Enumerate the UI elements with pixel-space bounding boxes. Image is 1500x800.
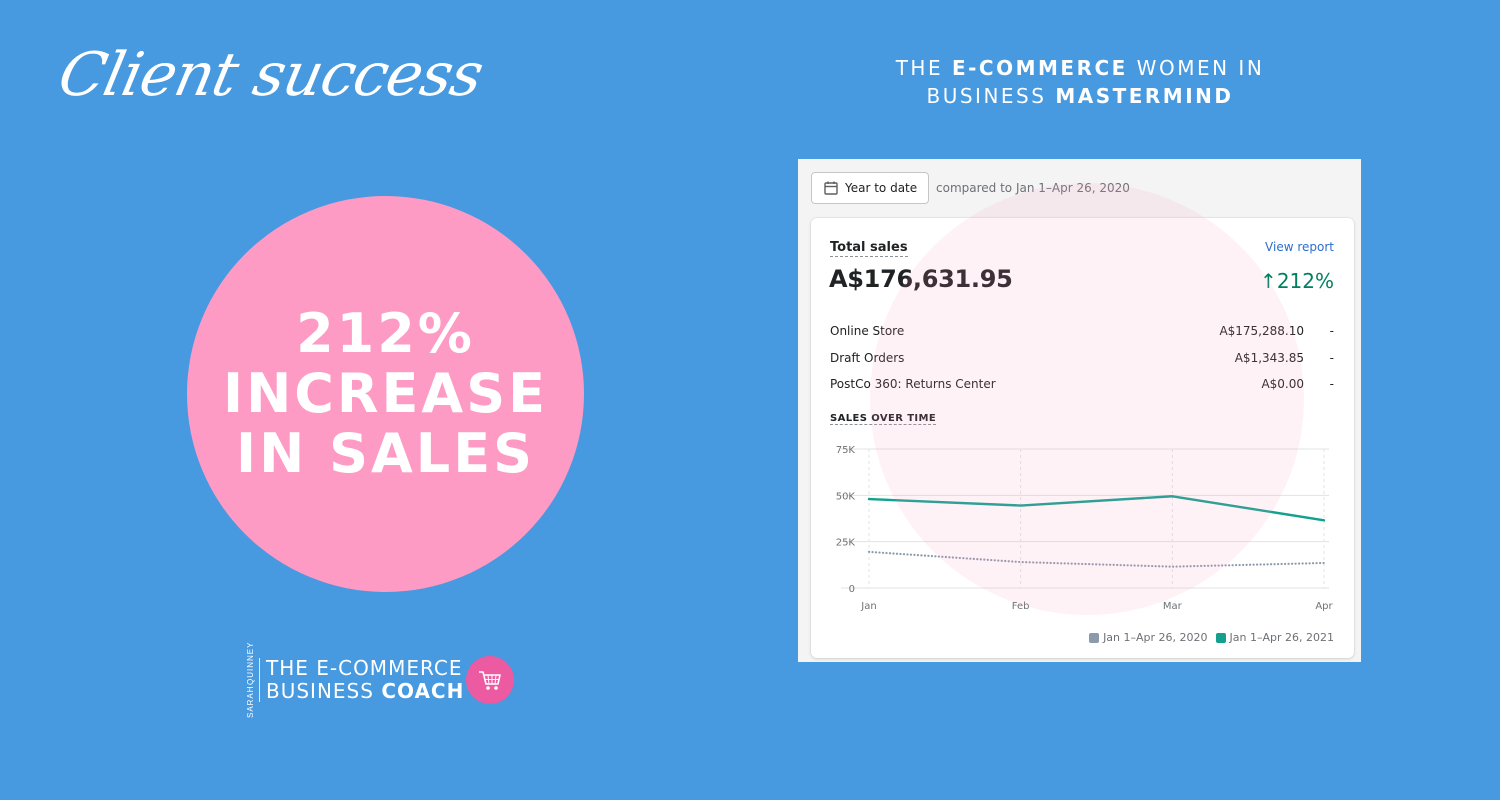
- arrow-up-icon: ↑: [1260, 269, 1277, 293]
- headline-circle: 212% INCREASE IN SALES: [187, 196, 584, 592]
- total-sales-title[interactable]: Total sales: [830, 240, 908, 257]
- sales-breakdown: Online Store A$175,288.10 - Draft Orders…: [830, 318, 1334, 398]
- brand-logo: SARAH QUINNEY THE E-COMMERCE BUSINESS CO…: [246, 642, 515, 718]
- headline-percent: 212%: [296, 302, 475, 365]
- sales-change-value: 212%: [1276, 269, 1334, 293]
- channel-trend: -: [1329, 324, 1334, 339]
- breakdown-row: Draft Orders A$1,343.85 -: [830, 345, 1334, 372]
- channel-amount: A$175,288.10: [1219, 324, 1304, 339]
- x-tick-label: Mar: [1163, 601, 1183, 612]
- breakdown-row: Online Store A$175,288.10 -: [830, 318, 1334, 345]
- mastermind-mid: WOMEN IN: [1127, 56, 1265, 80]
- sales-change: ↑212%: [1260, 269, 1334, 293]
- mastermind-bold-ecommerce: E-COMMERCE: [951, 56, 1128, 80]
- legend-item-current[interactable]: Jan 1–Apr 26, 2021: [1215, 631, 1334, 644]
- calendar-icon: [824, 181, 838, 195]
- channel-amount: A$1,343.85: [1234, 350, 1304, 365]
- brand-vertical-name: SARAH QUINNEY: [246, 642, 255, 718]
- brand-line2-pre: BUSINESS: [266, 679, 382, 703]
- legend-label-current: Jan 1–Apr 26, 2021: [1229, 631, 1334, 644]
- legend-label-previous: Jan 1–Apr 26, 2020: [1103, 631, 1208, 644]
- view-report-link[interactable]: View report: [1265, 240, 1334, 254]
- brand-vertical-first: SARAH: [246, 685, 255, 719]
- y-tick-label: 50K: [836, 491, 856, 502]
- y-tick-label: 25K: [836, 538, 856, 549]
- brand-vertical-last: QUINNEY: [246, 642, 255, 686]
- mastermind-bold-mastermind: MASTERMIND: [1055, 84, 1234, 108]
- brand-line2-bold: COACH: [381, 679, 465, 703]
- series-line-current: [867, 495, 1326, 522]
- channel-name: Online Store: [830, 324, 905, 339]
- mastermind-heading: THE E-COMMERCE WOMEN IN BUSINESS MASTERM…: [870, 54, 1290, 110]
- sales-over-time-label[interactable]: SALES OVER TIME: [830, 413, 937, 425]
- brand-divider: [259, 658, 260, 702]
- channel-trend: -: [1329, 377, 1334, 392]
- sales-report-panel: Year to date compared to Jan 1–Apr 26, 2…: [798, 159, 1361, 662]
- y-tick-label: 0: [849, 584, 855, 595]
- chart-legend: Jan 1–Apr 26, 2020 Jan 1–Apr 26, 2021: [1089, 631, 1334, 644]
- client-success-script-title: Client success: [52, 40, 489, 110]
- shopping-cart-icon: [466, 656, 515, 704]
- legend-item-previous[interactable]: Jan 1–Apr 26, 2020: [1089, 631, 1208, 644]
- brand-wordmark: THE E-COMMERCE BUSINESS COACH: [266, 657, 464, 703]
- brand-line1: THE E-COMMERCE: [266, 656, 463, 680]
- mastermind-line2-pre: BUSINESS: [926, 84, 1056, 108]
- date-range-label: Year to date: [845, 181, 918, 195]
- legend-swatch-previous: [1089, 632, 1100, 643]
- series-line-previous: [867, 550, 1326, 568]
- sales-over-time-chart: 75K 50K 25K 0 Jan Feb Mar Apr: [836, 445, 1334, 612]
- mastermind-pre: THE: [895, 56, 952, 80]
- x-tick-label: Feb: [1012, 601, 1030, 612]
- legend-swatch-current: [1215, 632, 1226, 643]
- x-tick-label: Jan: [860, 601, 876, 612]
- channel-amount: A$0.00: [1261, 377, 1304, 392]
- x-tick-label: Apr: [1315, 601, 1333, 612]
- channel-trend: -: [1329, 350, 1334, 365]
- y-tick-label: 75K: [836, 445, 856, 456]
- headline-increase: INCREASE: [223, 362, 548, 425]
- total-sales-value: A$176,631.95: [829, 265, 1013, 293]
- channel-name: PostCo 360: Returns Center: [830, 377, 996, 392]
- breakdown-row: PostCo 360: Returns Center A$0.00 -: [830, 371, 1334, 398]
- comparison-text: compared to Jan 1–Apr 26, 2020: [936, 181, 1130, 195]
- total-sales-card: Total sales View report A$176,631.95 ↑21…: [811, 218, 1354, 658]
- date-range-button[interactable]: Year to date: [811, 172, 929, 204]
- channel-name: Draft Orders: [830, 350, 905, 365]
- headline-in-sales: IN SALES: [236, 422, 535, 485]
